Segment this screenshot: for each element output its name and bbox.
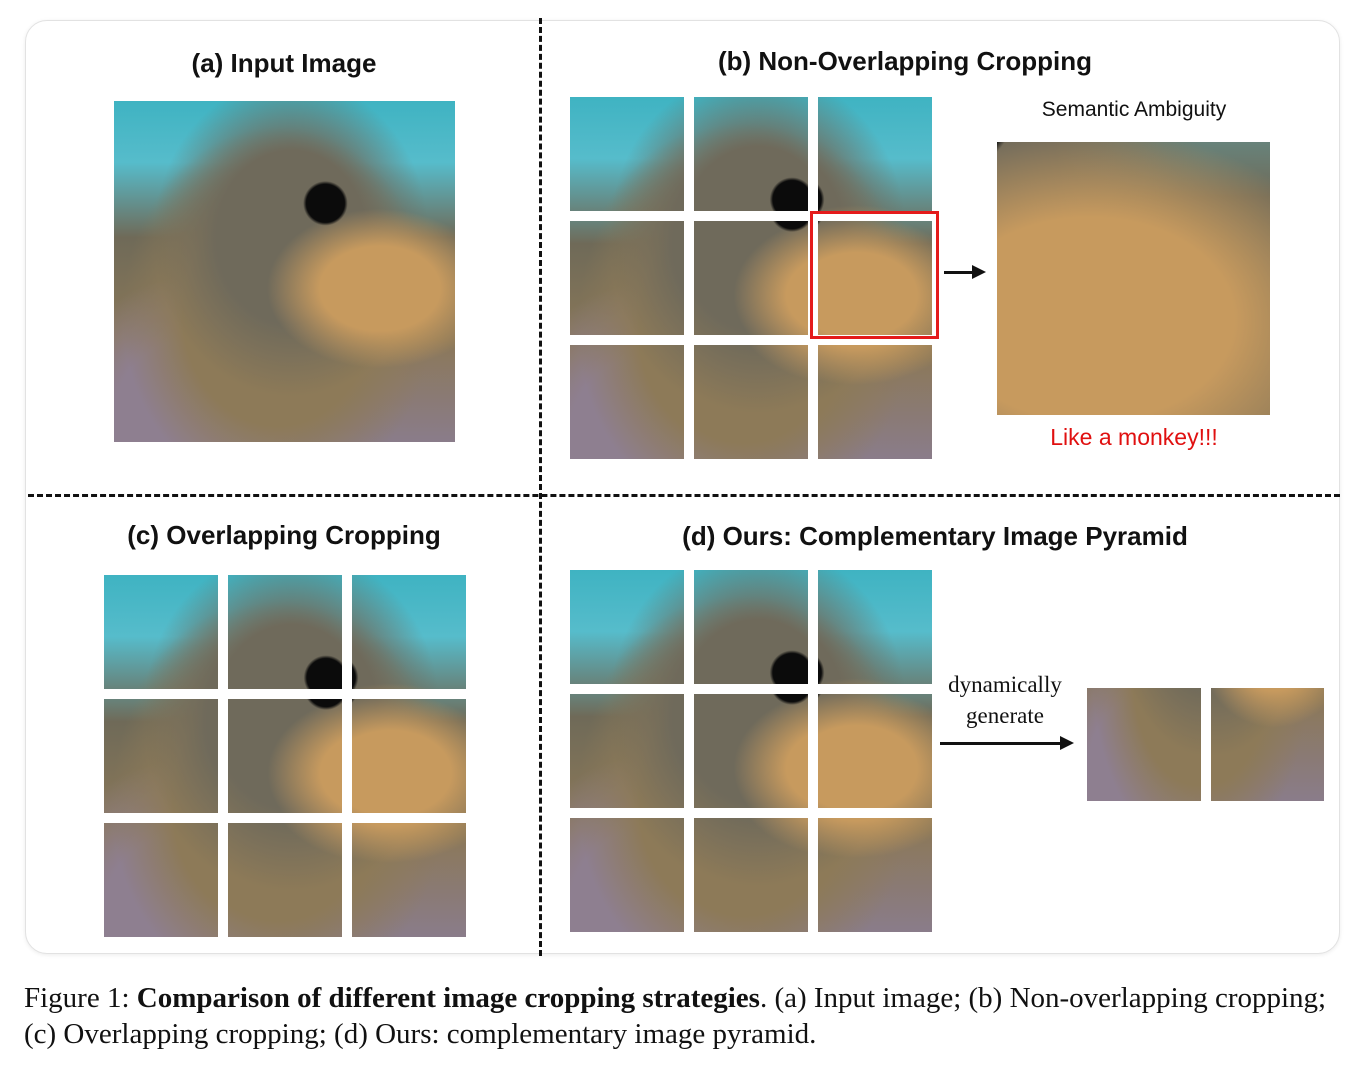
ours-tile-r2-c1: [570, 694, 684, 808]
ambiguous-crop-highlight: [810, 211, 939, 339]
ours-tile-r3-c3: [818, 818, 932, 932]
horizontal-divider: [28, 494, 1340, 497]
monkey-remark: Like a monkey!!!: [1050, 424, 1218, 450]
non-overlap-tile-r1-c2: [694, 97, 808, 211]
overlap-tile-r1-c1: [104, 575, 218, 689]
non-overlap-tile-r2-c3: [818, 221, 932, 335]
non-overlap-tile-r2-c2: [694, 221, 808, 335]
non-overlap-tile-r1-c1: [570, 97, 684, 211]
overlap-tile-r2-c1: [104, 699, 218, 813]
ours-tile-r3-c1: [570, 818, 684, 932]
panel-a-title: (a) Input Image: [191, 48, 377, 78]
ours-tile-r2-c2: [694, 694, 808, 808]
zoomed-crop-image: [997, 142, 1270, 415]
overlap-tile-r2-c3: [352, 699, 466, 813]
ours-tile-r1-c1: [570, 570, 684, 684]
non-overlap-tile-r1-c3: [818, 97, 932, 211]
caption-rest: . (a) Input image; (b) Non-overlapping c…: [24, 982, 1327, 1050]
overlap-tile-r3-c3: [352, 823, 466, 937]
pyramid-crop-left: [1087, 688, 1201, 801]
input-image: [114, 101, 455, 442]
overlap-tile-r1-c2: [228, 575, 342, 689]
zoom-arrow-head: [972, 265, 986, 279]
generate-arrow-head: [1060, 736, 1074, 750]
ours-tile-r3-c2: [694, 818, 808, 932]
overlap-tile-r2-c2: [228, 699, 342, 813]
generate-arrow-line: [940, 742, 1062, 745]
ours-tile-r1-c2: [694, 570, 808, 684]
non-overlap-tile-r3-c3: [818, 345, 932, 459]
ours-tile-r1-c3: [818, 570, 932, 684]
zoom-arrow-line: [944, 271, 974, 274]
non-overlap-tile-r2-c1: [570, 221, 684, 335]
overlap-tile-r3-c2: [228, 823, 342, 937]
panel-c-title: (c) Overlapping Cropping: [127, 520, 441, 550]
pyramid-crop-right: [1211, 688, 1324, 801]
dynamic-generate-label: dynamically generate: [948, 669, 1062, 731]
dynamic-generate-line-1: dynamically: [948, 672, 1062, 697]
non-overlap-tile-r3-c2: [694, 345, 808, 459]
caption-prefix: Figure 1:: [24, 982, 137, 1014]
panel-d-title: (d) Ours: Complementary Image Pyramid: [682, 521, 1188, 551]
dynamic-generate-line-2: generate: [966, 703, 1044, 728]
caption-bold: Comparison of different image cropping s…: [136, 982, 760, 1014]
panel-b-title: (b) Non-Overlapping Cropping: [717, 46, 1093, 76]
semantic-ambiguity-label: Semantic Ambiguity: [1041, 98, 1227, 121]
overlap-tile-r3-c1: [104, 823, 218, 937]
non-overlap-tile-r3-c1: [570, 345, 684, 459]
vertical-divider: [539, 18, 542, 956]
figure-caption: Figure 1: Comparison of different image …: [24, 980, 1349, 1052]
ours-tile-r2-c3: [818, 694, 932, 808]
overlap-tile-r1-c3: [352, 575, 466, 689]
